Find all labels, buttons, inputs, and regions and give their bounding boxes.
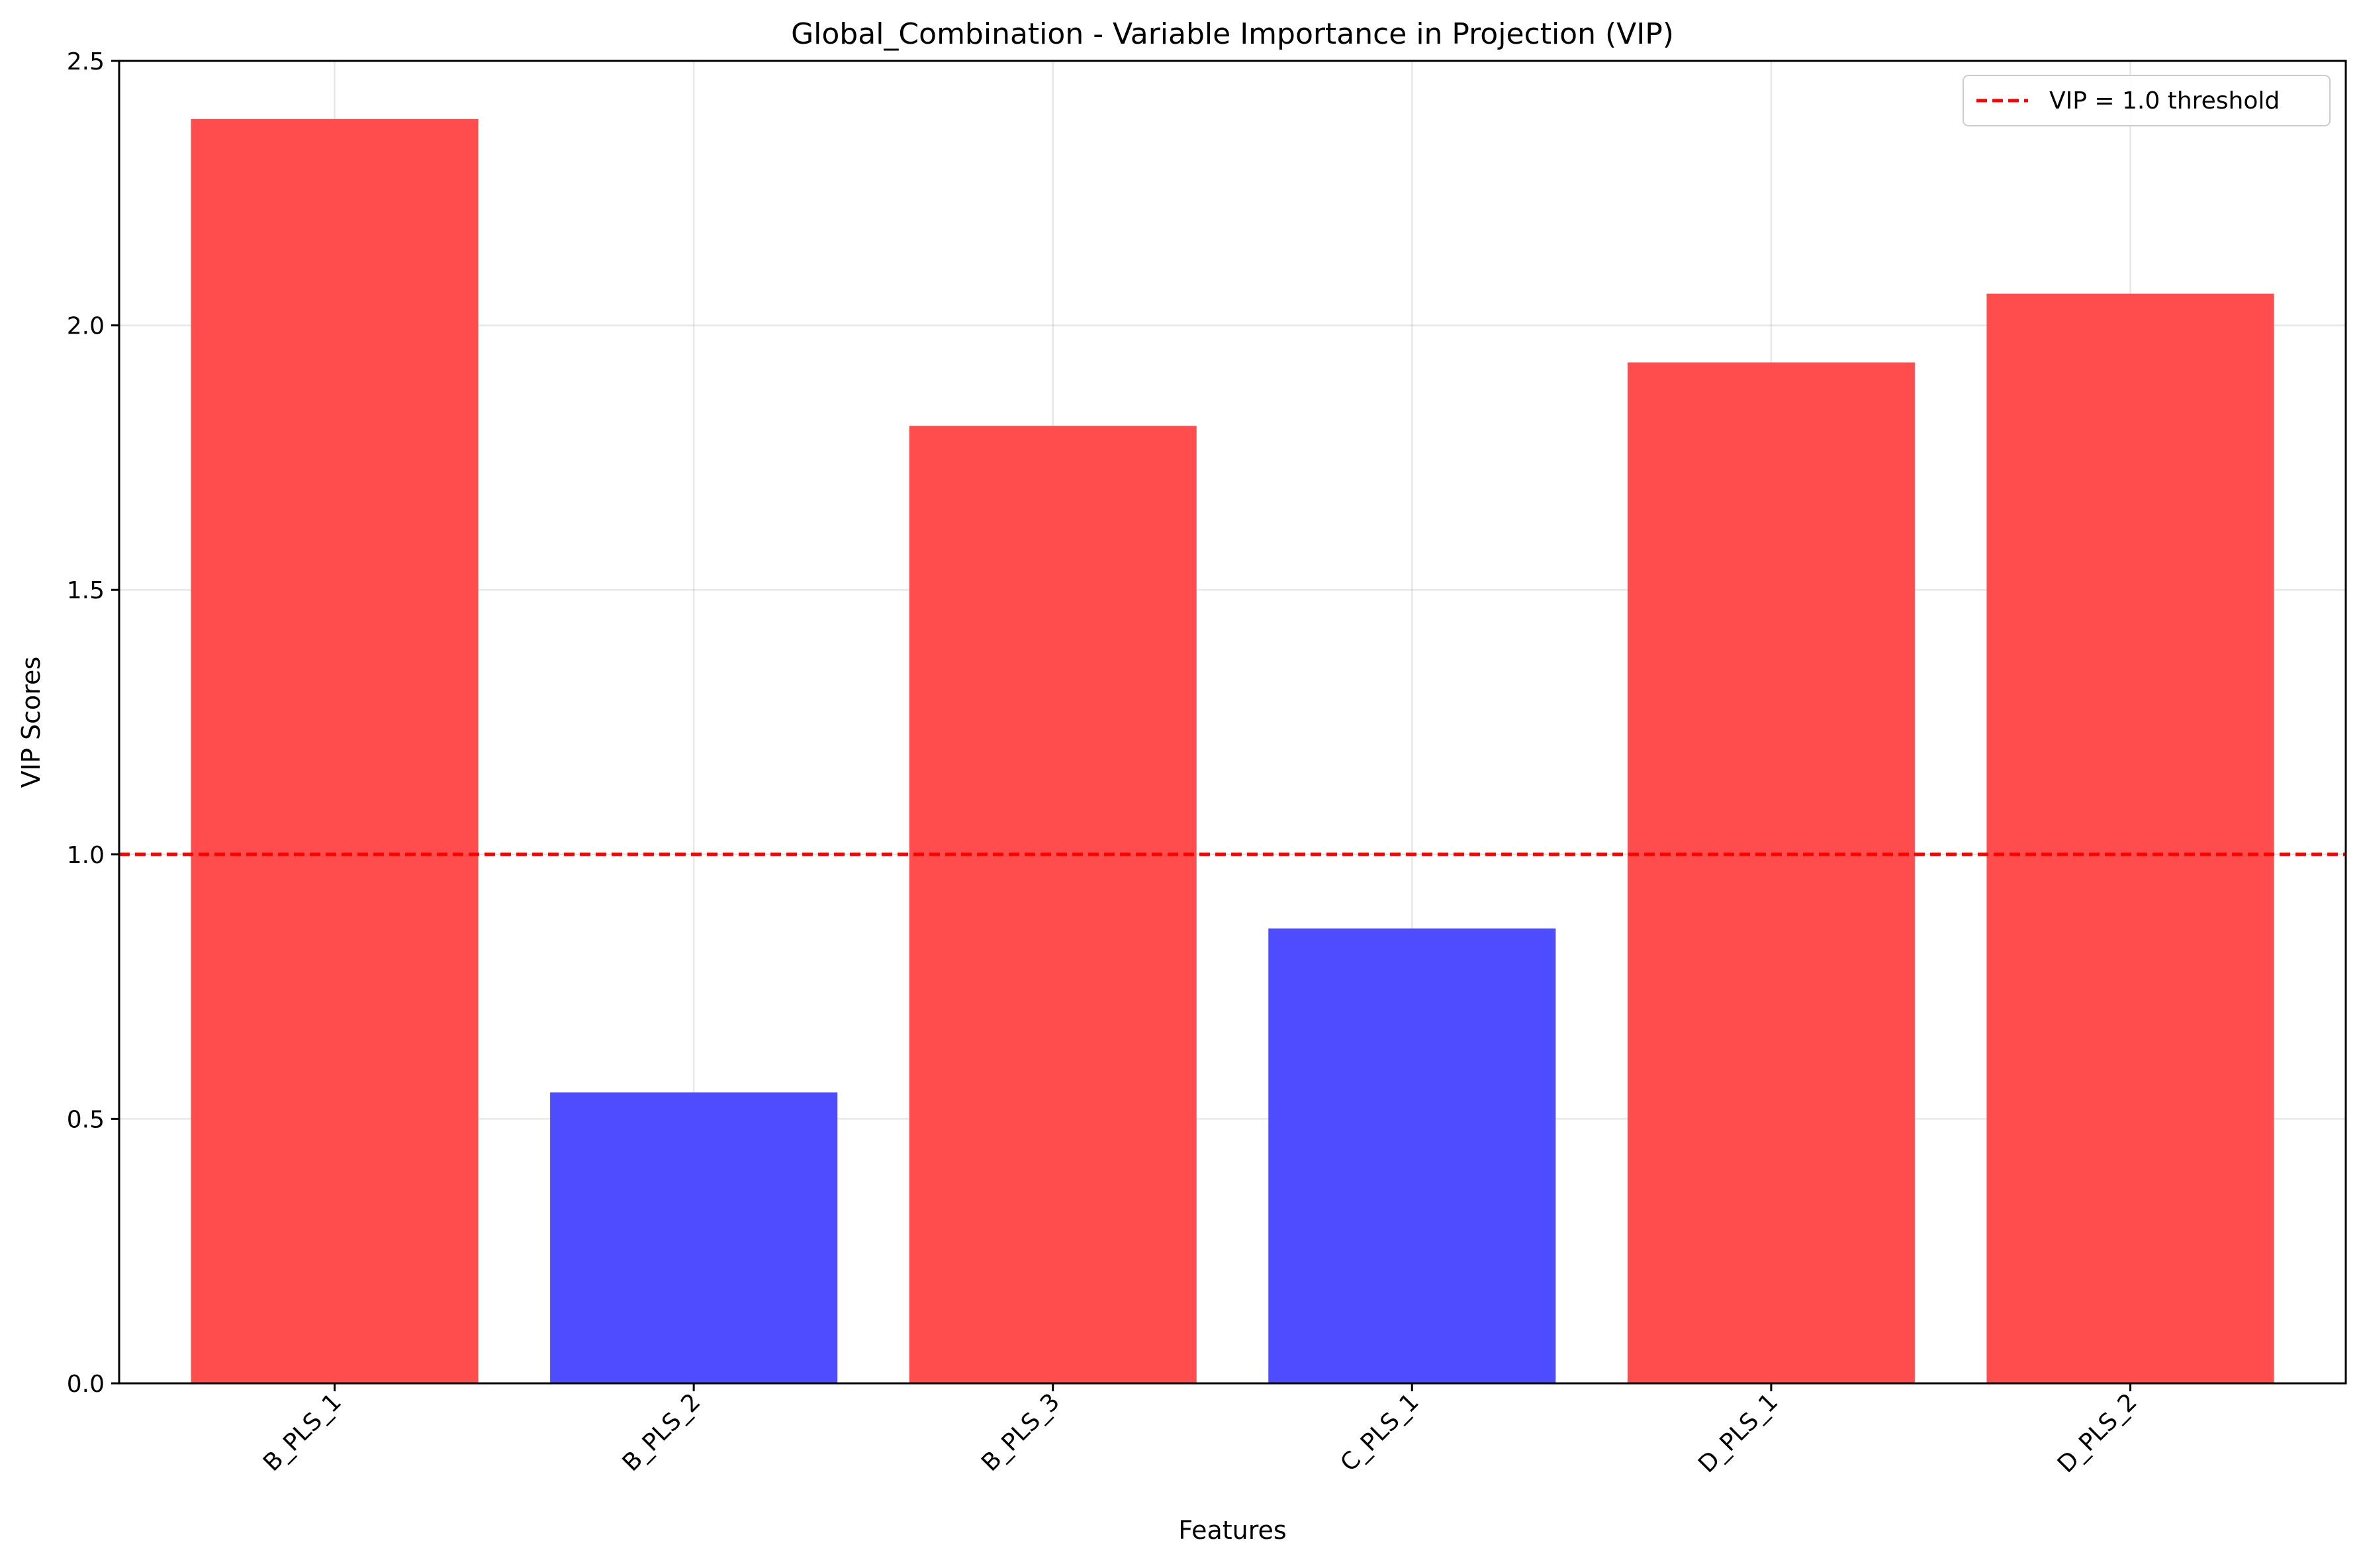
x-axis-label: Features <box>1178 1516 1286 1545</box>
y-tick-label: 1.0 <box>67 842 105 869</box>
bar-b-pls-3 <box>909 426 1197 1383</box>
bars <box>191 118 2274 1384</box>
bar-d-pls-1 <box>1627 362 1915 1384</box>
bar-c-pls-1 <box>1268 928 1556 1383</box>
bar-b-pls-2 <box>550 1092 838 1383</box>
y-tick-label: 1.5 <box>67 577 105 604</box>
bar-b-pls-1 <box>191 118 479 1384</box>
bar-d-pls-2 <box>1986 293 2274 1384</box>
legend-box <box>1963 75 2331 126</box>
legend-threshold-label: VIP = 1.0 threshold <box>2049 87 2280 115</box>
y-tick-label: 0.0 <box>67 1371 105 1398</box>
y-tick-label: 0.5 <box>67 1106 105 1133</box>
y-tick-label: 2.5 <box>67 48 105 75</box>
chart-title: Global_Combination - Variable Importance… <box>791 17 1674 51</box>
plot-area-frame <box>118 60 2347 1385</box>
y-axis-ticks: 0.0 0.5 1.0 1.5 2.0 2.5 <box>67 48 119 1398</box>
y-axis-label: VIP Scores <box>17 657 46 788</box>
y-tick-label: 2.0 <box>67 313 105 340</box>
legend: VIP = 1.0 threshold <box>1963 75 2331 126</box>
